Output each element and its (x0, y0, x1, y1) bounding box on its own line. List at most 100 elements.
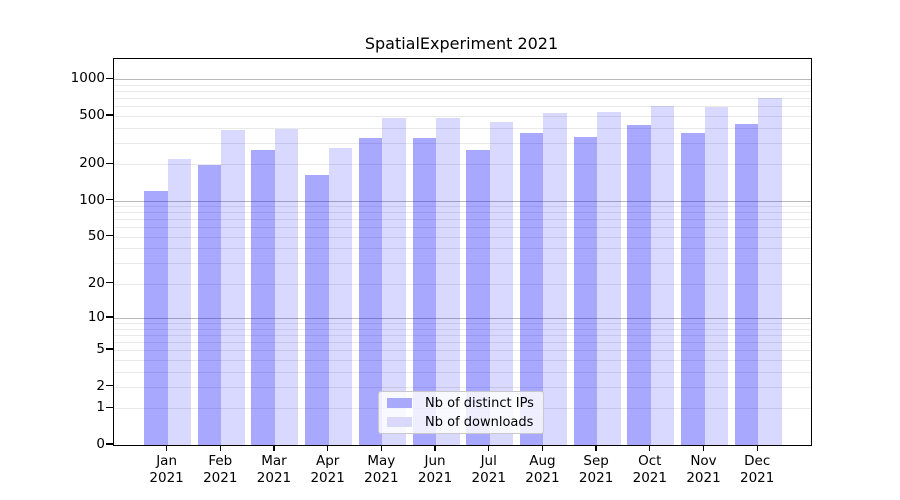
bar-distinct-ips-feb (197, 164, 222, 445)
x-tick-mark (488, 445, 490, 452)
x-tick-mark (165, 445, 168, 452)
gridline (114, 200, 811, 202)
legend-swatch-downloads (387, 417, 412, 427)
bar-distinct-ips-mar (251, 149, 275, 445)
legend-row-distinct-ips: Nb of distinct IPs (379, 396, 543, 411)
x-tick-label: Apr 2021 (310, 453, 345, 486)
gridline (114, 263, 811, 265)
chart-title: SpatialExperiment 2021 (364, 34, 559, 53)
x-tick-mark (219, 445, 221, 452)
y-tick-label: 100 (79, 191, 105, 208)
gridline (114, 79, 811, 81)
x-tick-mark (273, 445, 275, 452)
bar-downloads-nov (704, 107, 728, 445)
gridline (114, 115, 811, 117)
gridline (114, 334, 811, 336)
gridline (114, 127, 811, 129)
gridline (114, 219, 811, 221)
bar-downloads-mar (274, 129, 299, 445)
gridline (114, 359, 811, 361)
y-tick-label: 500 (79, 106, 105, 123)
x-tick-label: Nov 2021 (686, 453, 721, 486)
y-tick-label: 10 (87, 309, 105, 326)
gridline (114, 98, 811, 100)
gridline (114, 227, 811, 229)
legend-row-downloads: Nb of downloads (379, 415, 543, 430)
x-tick-mark (649, 445, 651, 452)
gridline (114, 142, 811, 144)
x-tick-mark (702, 445, 705, 452)
bar-downloads-dec (758, 97, 782, 445)
x-tick-label: Dec 2021 (740, 453, 775, 486)
y-tick-label: 50 (87, 227, 105, 244)
gridline (114, 248, 811, 250)
gridline (114, 328, 811, 330)
bar-distinct-ips-apr (305, 175, 329, 445)
gridline (114, 386, 811, 388)
gridline (114, 206, 811, 208)
plot-area (113, 58, 812, 446)
bar-downloads-apr (328, 148, 353, 445)
y-tick-mark (106, 199, 113, 201)
gridline (114, 323, 811, 325)
x-tick-label: Aug 2021 (525, 453, 560, 486)
y-tick-label: 2 (96, 377, 105, 394)
bar-downloads-oct (650, 105, 675, 445)
bar-distinct-ips-nov (681, 133, 705, 445)
x-tick-label: Jan 2021 (149, 453, 184, 486)
gridline (114, 283, 811, 285)
bar-downloads-jan (167, 158, 192, 445)
x-tick-label: Mar 2021 (256, 453, 292, 486)
x-tick-label: May 2021 (364, 453, 399, 486)
gridline (114, 91, 811, 93)
gridline (114, 236, 811, 238)
y-tick-mark (106, 162, 113, 164)
y-tick-mark (106, 77, 113, 79)
y-tick-mark (106, 282, 113, 284)
legend-label-downloads: Nb of downloads (425, 414, 534, 430)
gridline (114, 212, 811, 214)
y-tick-mark (106, 406, 113, 408)
x-tick-label: Jun 2021 (417, 453, 453, 486)
bar-downloads-jul (489, 121, 514, 445)
bar-distinct-ips-dec (734, 123, 759, 445)
y-tick-label: 200 (79, 155, 105, 172)
y-tick-mark (106, 316, 113, 318)
bar-distinct-ips-jul (466, 150, 490, 445)
bar-distinct-ips-aug (519, 133, 544, 445)
x-tick-mark (595, 445, 597, 452)
gridline (114, 164, 811, 166)
gridline (114, 350, 811, 352)
gridline (114, 371, 811, 373)
x-tick-mark (327, 445, 329, 452)
bar-downloads-sep (597, 111, 621, 445)
x-tick-label: Sep 2021 (578, 453, 614, 486)
x-tick-label: Feb 2021 (203, 453, 238, 486)
x-tick-mark (434, 445, 436, 452)
bar-distinct-ips-oct (627, 125, 651, 445)
y-tick-label: 1 (96, 399, 105, 416)
bar-distinct-ips-sep (573, 136, 598, 445)
y-tick-label: 5 (96, 341, 105, 358)
y-tick-mark (106, 385, 113, 387)
x-tick-mark (380, 445, 382, 452)
y-tick-mark (106, 235, 113, 237)
bar-downloads-may (382, 118, 406, 445)
bar-downloads-aug (543, 112, 567, 445)
y-tick-mark (106, 348, 113, 350)
gridline (114, 341, 811, 343)
gridline (114, 106, 811, 108)
x-tick-mark (541, 445, 544, 452)
bar-downloads-jun (436, 117, 460, 445)
gridline (114, 318, 811, 320)
bar-downloads-feb (221, 130, 245, 445)
y-tick-mark (106, 114, 113, 116)
legend-swatch-distinct-ips (387, 398, 412, 408)
legend: Nb of distinct IPs Nb of downloads (378, 391, 544, 434)
y-tick-mark (106, 443, 113, 445)
x-tick-label: Oct 2021 (632, 453, 667, 486)
bar-distinct-ips-may (358, 138, 383, 445)
legend-label-distinct-ips: Nb of distinct IPs (425, 395, 534, 411)
y-tick-label: 20 (87, 274, 105, 291)
